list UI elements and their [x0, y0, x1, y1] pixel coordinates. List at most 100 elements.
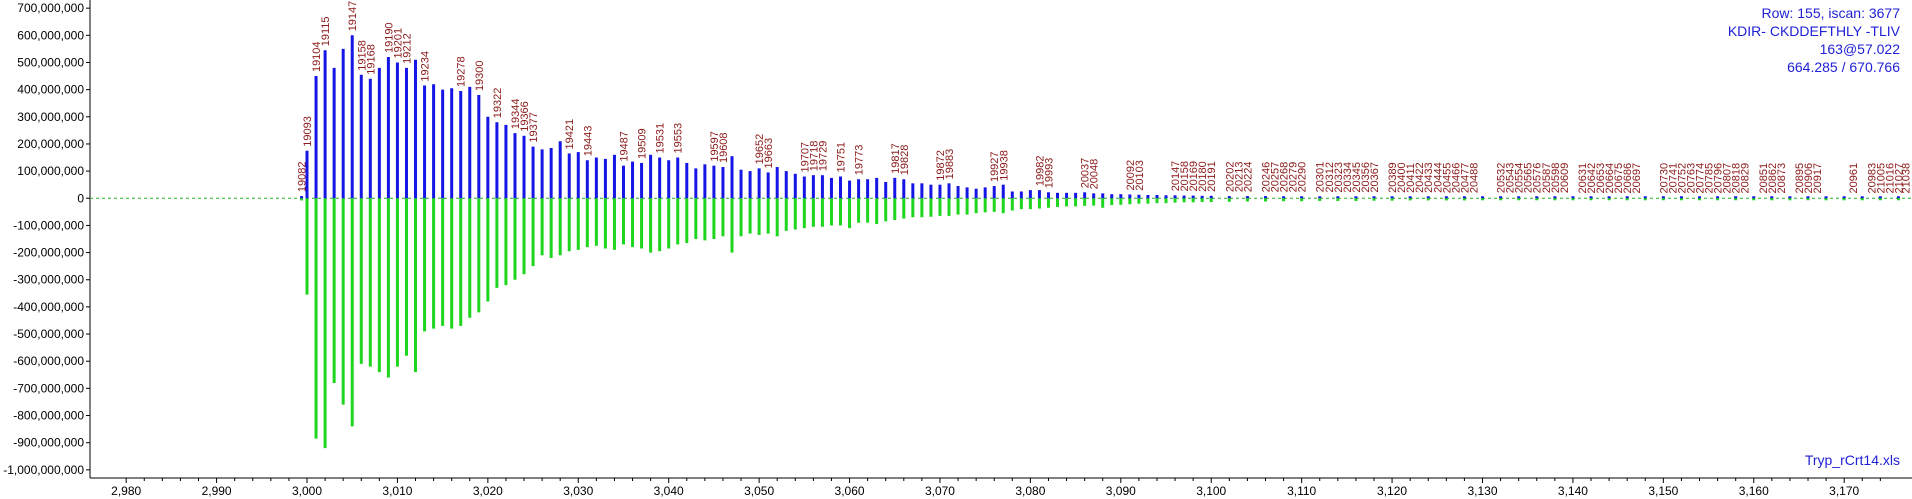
peak-label: 20686 [1622, 163, 1634, 194]
x-tick-label: 3,170 [1829, 484, 1859, 498]
peak-label: 19201 [392, 28, 404, 59]
positive-bars [300, 35, 1900, 199]
peak-label: 20400 [1396, 162, 1408, 193]
peak-label: 19377 [528, 112, 540, 143]
x-tick-label: 3,050 [744, 484, 774, 498]
peak-label: 20389 [1387, 162, 1399, 193]
peak-label: 19212 [401, 33, 413, 64]
y-axis-ticks: 700,000,000 600,000,000 500,000,000 400,000… [3, 1, 90, 477]
y-tick-label: 500,000,000 [17, 55, 84, 69]
peak-label: 20356 [1360, 162, 1372, 193]
peak-label: 20532 [1496, 163, 1508, 194]
peak-label: 19663 [763, 138, 775, 169]
modification-text: 163@57.022 [1820, 41, 1901, 57]
peak-label: 20301 [1315, 162, 1327, 193]
peak-label: 20246 [1260, 162, 1272, 193]
y-tick-label: -600,000,000 [13, 354, 84, 368]
peak-label: 20631 [1577, 163, 1589, 194]
peak-label: 20279 [1288, 162, 1300, 193]
y-tick-label: 0 [77, 191, 84, 205]
x-tick-label: 3,010 [382, 484, 412, 498]
peptide-sequence-text: KDIR- CKDDEFTHLY -TLIV [1728, 23, 1901, 39]
x-tick-label: 3,130 [1467, 484, 1497, 498]
x-tick-label: 2,990 [202, 484, 232, 498]
peak-label: 20565 [1523, 163, 1535, 194]
y-tick-label: -200,000,000 [13, 246, 84, 260]
x-tick-label: 3,160 [1739, 484, 1769, 498]
x-tick-label: 3,060 [835, 484, 865, 498]
row-scan-text: Row: 155, iscan: 3677 [1761, 5, 1900, 21]
x-tick-label: 3,020 [473, 484, 503, 498]
peak-label: 21005 [1875, 163, 1887, 194]
peak-label: 19652 [754, 134, 766, 165]
y-tick-label: -500,000,000 [13, 327, 84, 341]
peak-label: 20158 [1179, 161, 1191, 192]
peak-label: 19883 [944, 149, 956, 180]
peak-label: 21027 [1893, 163, 1905, 194]
peak-label: 19817 [890, 143, 902, 174]
peak-label: 19531 [655, 123, 667, 154]
x-tick-label: 3,110 [1287, 484, 1316, 498]
peak-label: 20873 [1776, 163, 1788, 194]
peak-label: 20609 [1559, 163, 1571, 194]
peak-label: 20411 [1405, 163, 1417, 193]
negative-bars [300, 198, 1900, 449]
y-tick-label: -700,000,000 [13, 381, 84, 395]
peak-label: 20796 [1713, 163, 1725, 194]
peak-label: 20191 [1206, 161, 1218, 192]
peak-label: 20213 [1233, 161, 1245, 192]
peak-label: 20323 [1333, 162, 1345, 193]
peak-label: 19366 [519, 101, 531, 132]
x-tick-label: 3,030 [563, 484, 593, 498]
x-axis-ticks: 2,980 2,990 3,000 3,010 3,020 3,030 3,040 3,050… [111, 478, 1881, 498]
peak-label: 20807 [1722, 163, 1734, 194]
peak-label: 20268 [1279, 162, 1291, 193]
x-tick-label: 3,120 [1377, 484, 1407, 498]
peak-label: 19344 [510, 98, 522, 129]
peak-label: 20917 [1812, 163, 1824, 194]
peak-label: 20334 [1342, 162, 1354, 193]
y-tick-label: -300,000,000 [13, 273, 84, 287]
peak-label: 20675 [1613, 163, 1625, 194]
peak-label: 20554 [1514, 163, 1526, 194]
peak-label: 19278 [456, 56, 468, 87]
peak-label: 19509 [637, 128, 649, 159]
peak-label: 20598 [1550, 163, 1562, 194]
peak-label: 20664 [1604, 163, 1616, 194]
peak-label: 20037 [1080, 158, 1092, 189]
mass-ratio-text: 664.285 / 670.766 [1787, 59, 1900, 75]
x-tick-label: 3,140 [1558, 484, 1588, 498]
y-tick-label: 100,000,000 [17, 164, 84, 178]
peak-label: 20169 [1188, 161, 1200, 192]
peak-label: 19300 [474, 60, 486, 91]
peak-label: 20455 [1441, 163, 1453, 194]
x-tick-label: 3,000 [292, 484, 322, 498]
x-tick-label: 3,150 [1648, 484, 1678, 498]
y-tick-label: 200,000,000 [17, 137, 84, 151]
peak-label: 19115 [320, 16, 332, 46]
peak-label: 19421 [564, 119, 576, 150]
peak-label: 20730 [1658, 163, 1670, 194]
peak-label: 20312 [1324, 162, 1336, 193]
x-tick-label: 3,070 [925, 484, 955, 498]
peak-label: 19707 [799, 142, 811, 173]
x-tick-label: 2,980 [111, 484, 141, 498]
peak-label: 19147 [347, 1, 359, 32]
peak-label: 19487 [618, 131, 630, 162]
y-tick-label: 300,000,000 [17, 110, 84, 124]
peak-label: 19168 [365, 44, 377, 75]
peak-label: 20180 [1197, 161, 1209, 192]
peak-label: 20422 [1414, 162, 1426, 193]
y-tick-label: 400,000,000 [17, 83, 84, 97]
peak-label: 20642 [1586, 163, 1598, 194]
y-tick-label: -900,000,000 [13, 436, 84, 450]
filename-text: Tryp_rCrt14.xls [1805, 452, 1900, 468]
peak-label: 20829 [1740, 163, 1752, 194]
peak-label: 19927 [989, 151, 1001, 182]
peak-label: 20862 [1767, 163, 1779, 194]
peak-label: 19234 [420, 51, 432, 82]
y-tick-label: -100,000,000 [13, 218, 84, 232]
peak-label: 19597 [709, 131, 721, 162]
